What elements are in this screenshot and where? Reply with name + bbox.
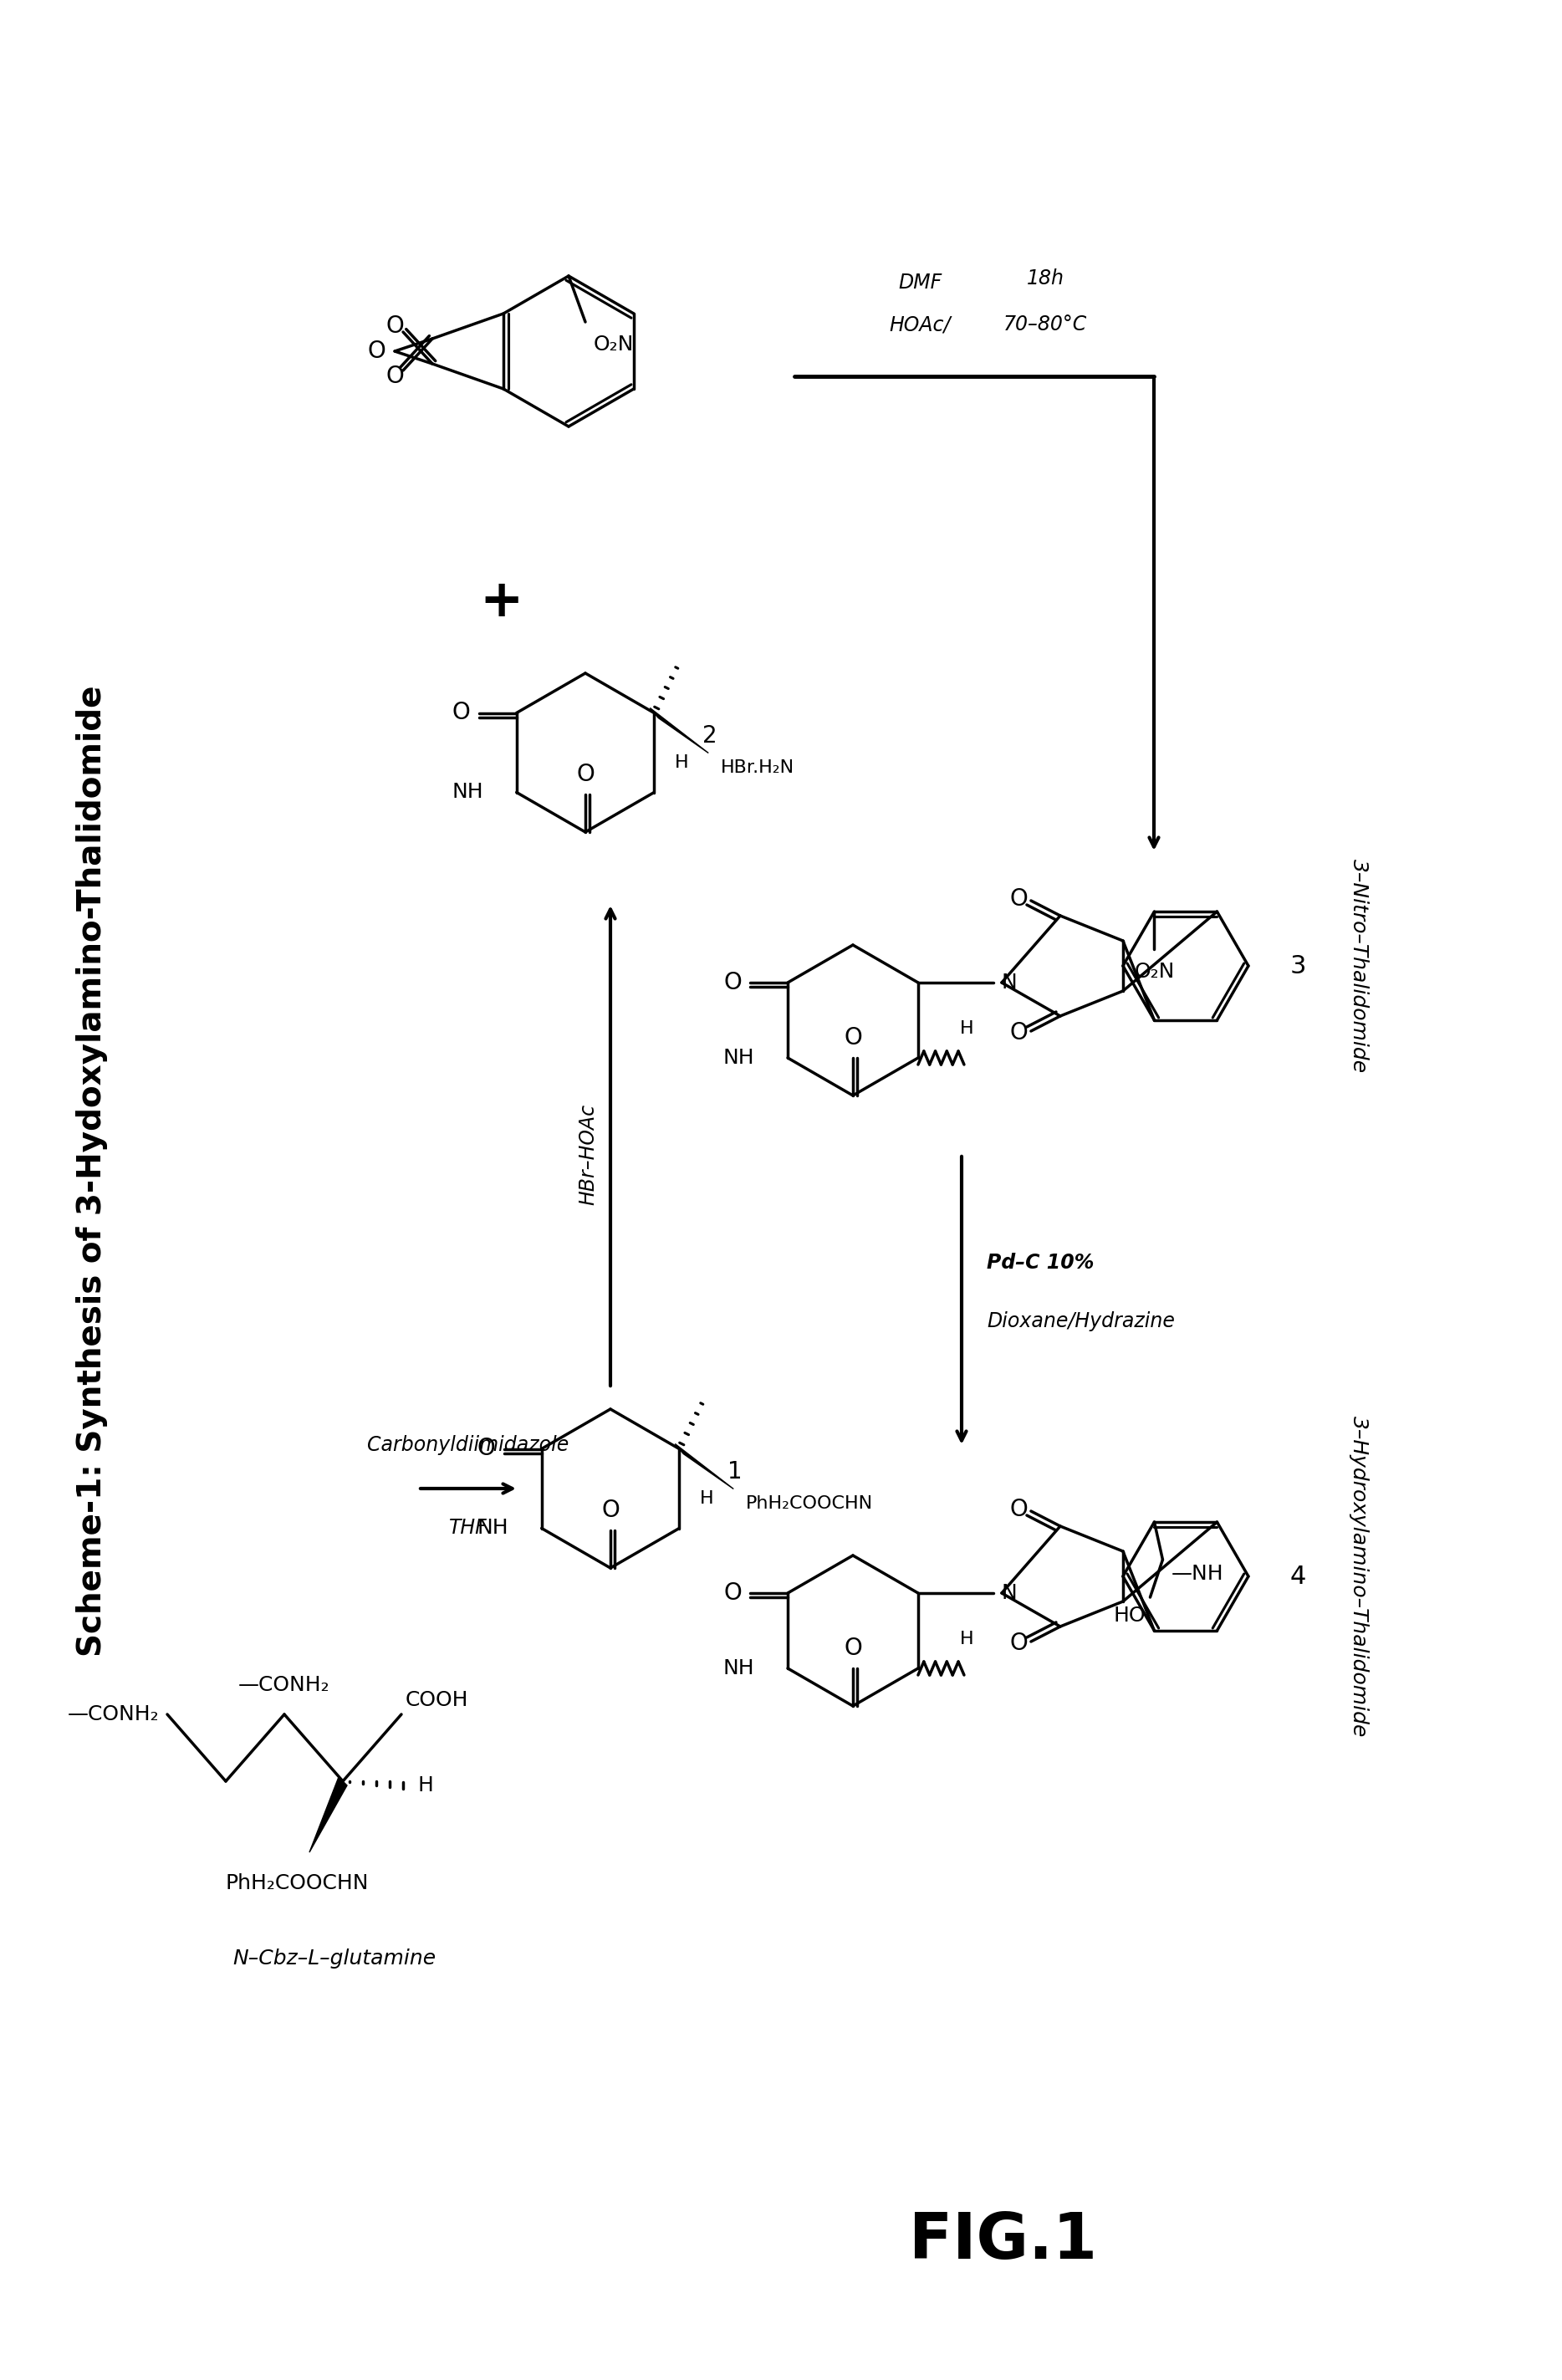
Text: HBr–HOAc: HBr–HOAc [578,1104,598,1204]
Text: O: O [453,702,470,724]
Text: THF: THF [450,1518,487,1537]
Text: H: H [961,1021,973,1038]
Text: O: O [843,1637,862,1659]
Text: NH: NH [723,1047,754,1069]
Text: O₂N: O₂N [1134,962,1175,983]
Text: —NH: —NH [1172,1564,1223,1585]
Text: O: O [386,364,405,388]
Text: N: N [1001,973,1017,992]
Text: H: H [675,754,689,771]
Text: NH: NH [723,1659,754,1678]
Text: N–Cbz–L–glutamine: N–Cbz–L–glutamine [233,1949,436,1968]
Text: O: O [1009,1021,1028,1045]
Text: Pd–C 10%: Pd–C 10% [987,1252,1093,1273]
Text: —CONH₂: —CONH₂ [67,1704,159,1726]
Text: 2: 2 [703,724,717,747]
Text: HO: HO [1114,1607,1147,1626]
Polygon shape [309,1778,347,1852]
Text: H: H [700,1490,714,1507]
Text: Scheme-1: Synthesis of 3-Hydoxylamino-Thalidomide: Scheme-1: Synthesis of 3-Hydoxylamino-Th… [77,685,108,1656]
Text: 4: 4 [1290,1564,1306,1587]
Text: O: O [723,1580,742,1604]
Text: O: O [386,314,405,338]
Text: NH: NH [451,783,483,802]
Text: +: + [480,576,523,628]
Text: DMF: DMF [898,274,942,293]
Polygon shape [650,707,709,752]
Text: 18h: 18h [1026,269,1064,288]
Text: NH: NH [476,1518,508,1537]
Text: HOAc/: HOAc/ [889,314,951,336]
Text: —CONH₂: —CONH₂ [239,1676,330,1695]
Text: H: H [419,1775,434,1795]
Text: HBr.H₂N: HBr.H₂N [722,759,795,776]
Text: 3–Hydroxylamino–Thalidomide: 3–Hydroxylamino–Thalidomide [1348,1416,1368,1737]
Text: Carbonyldiimidazole: Carbonyldiimidazole [367,1435,569,1454]
Text: COOH: COOH [406,1690,469,1711]
Text: Dioxane/Hydrazine: Dioxane/Hydrazine [987,1311,1175,1330]
Text: O: O [1009,1633,1028,1654]
Text: 3: 3 [1290,954,1306,978]
Polygon shape [675,1445,734,1490]
Text: 3–Nitro–Thalidomide: 3–Nitro–Thalidomide [1348,859,1368,1073]
Text: O: O [478,1438,495,1461]
Text: O: O [1009,1497,1028,1521]
Text: H: H [961,1630,973,1647]
Text: FIG.1: FIG.1 [909,2211,1098,2273]
Text: PhH₂COOCHN: PhH₂COOCHN [225,1873,369,1894]
Text: O: O [367,340,386,362]
Text: O: O [576,762,595,785]
Text: 1: 1 [728,1459,742,1483]
Text: O₂N: O₂N [594,336,634,355]
Text: N: N [1001,1583,1017,1604]
Text: O: O [843,1026,862,1050]
Text: O: O [601,1499,620,1521]
Text: 70–80°C: 70–80°C [1003,314,1087,336]
Text: O: O [723,971,742,995]
Text: PhH₂COOCHN: PhH₂COOCHN [747,1495,873,1511]
Text: O: O [1009,888,1028,912]
